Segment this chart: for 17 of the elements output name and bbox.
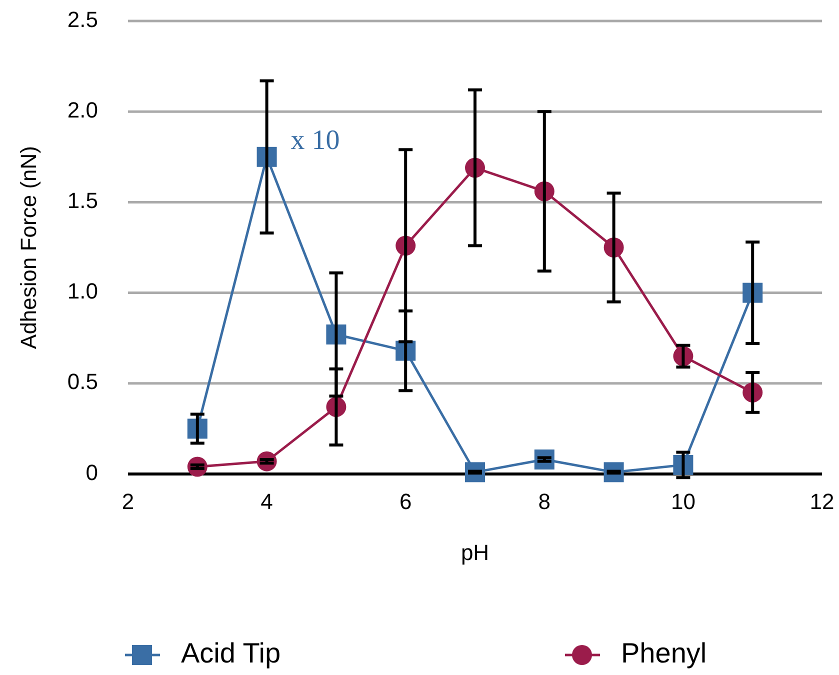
annotation: x 10 xyxy=(290,124,340,156)
x-axis-title: pH xyxy=(460,540,490,565)
legend-label: Phenyl xyxy=(621,637,707,668)
y-tick-label: 2.5 xyxy=(67,6,98,32)
y-tick-label: 1.5 xyxy=(67,188,98,214)
x-tick-label: 4 xyxy=(260,489,273,514)
legend-label: Acid Tip xyxy=(181,637,281,668)
y-tick-label: 2.0 xyxy=(67,97,98,122)
x-tick-label: 2 xyxy=(122,489,134,514)
x-tick-label: 10 xyxy=(670,489,696,514)
y-tick-label: 0.5 xyxy=(67,369,98,394)
y-tick-label: 1.0 xyxy=(67,278,98,304)
x-tick-label: 8 xyxy=(538,489,551,514)
x-tick-label: 6 xyxy=(399,489,412,514)
y-tick-label: 0 xyxy=(86,460,98,485)
x-tick-label: 12 xyxy=(810,489,834,514)
y-axis-title: Adhesion Force (nN) xyxy=(16,146,41,349)
